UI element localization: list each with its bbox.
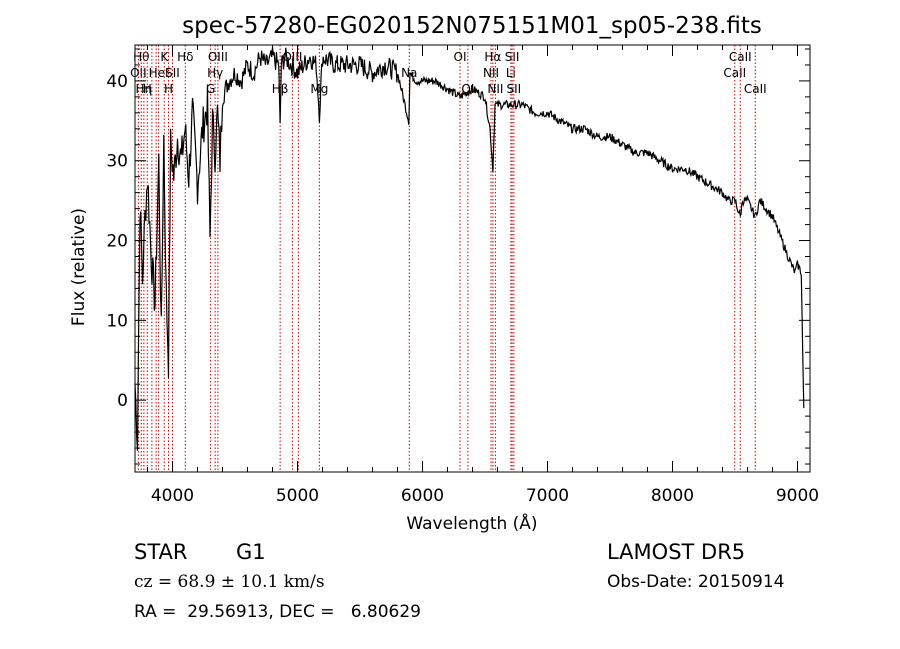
line-marker-label-28: CaII (729, 50, 752, 64)
line-marker-label-0: OII (130, 66, 147, 80)
x-tick-label: 5000 (276, 486, 319, 506)
x-axis-label: Wavelength (Å) (406, 512, 537, 534)
line-marker-label-9: SII (165, 66, 180, 80)
line-marker-label-6: HeI (149, 66, 169, 80)
line-marker-label-12: Hγ (207, 66, 223, 80)
line-marker-label-23: NII (487, 82, 503, 96)
line-marker-label-29: CaII (744, 82, 767, 96)
sky-coordinates: RA = 29.56913, DEC = 6.80629 (134, 602, 421, 622)
line-marker-label-10: Hδ (177, 50, 193, 64)
line-marker-label-13: OIII (208, 50, 228, 64)
line-marker-label-3: H (143, 82, 152, 96)
x-tick-label: 4000 (151, 486, 194, 506)
line-marker-label-17: Mg (310, 82, 328, 96)
line-marker-label-1: Hθ (133, 50, 149, 64)
line-marker-label-21: NII (483, 66, 499, 80)
survey-name: LAMOST DR5 (607, 540, 746, 564)
object-class: STAR (134, 540, 188, 564)
observation-date: Obs-Date: 20150914 (607, 572, 785, 592)
plot-frame (134, 44, 811, 473)
x-tick-label: 6000 (401, 486, 444, 506)
line-marker-label-22: Hα (484, 50, 501, 64)
line-marker-label-19: OI (454, 50, 467, 64)
y-axis: 0 10 20 30 40 (106, 48, 810, 465)
line-marker-label-27: CaII (723, 66, 746, 80)
x-tick-label: 7000 (526, 486, 569, 506)
line-marker-label-26: SII (507, 82, 522, 96)
line-marker-label-11: G (206, 82, 215, 96)
y-axis-label: Flux (relative) (69, 208, 89, 326)
object-subclass: G1 (236, 540, 266, 564)
line-marker-label-8: H (164, 82, 173, 96)
x-tick-label: 8000 (651, 486, 694, 506)
line-marker-label-14: Hβ (272, 82, 289, 96)
y-tick-label: 20 (106, 232, 128, 252)
line-markers: OIIHθHηHHeIKHSIIHδGHγOIIIHβOIIIMgNaOIOIN… (130, 45, 767, 472)
redshift-velocity: cz = 68.9 ± 10.1 km/s (134, 572, 325, 592)
y-tick-label: 10 (106, 311, 128, 331)
line-marker-label-7: K (160, 50, 169, 64)
line-marker-label-2: Hη (136, 82, 153, 96)
spectrum-line (134, 46, 805, 451)
line-marker-label-18: Na (401, 66, 417, 80)
line-marker-label-25: SII (505, 50, 520, 64)
y-tick-label: 30 (106, 152, 128, 172)
x-tick-label: 9000 (776, 486, 819, 506)
line-marker-label-24: Li (506, 66, 516, 80)
y-tick-label: 0 (117, 391, 128, 411)
chart-title: spec-57280-EG020152N075151M01_sp05-238.f… (182, 13, 762, 39)
x-axis: 4000 5000 6000 7000 8000 9000 (147, 45, 819, 506)
y-tick-label: 40 (106, 72, 128, 92)
